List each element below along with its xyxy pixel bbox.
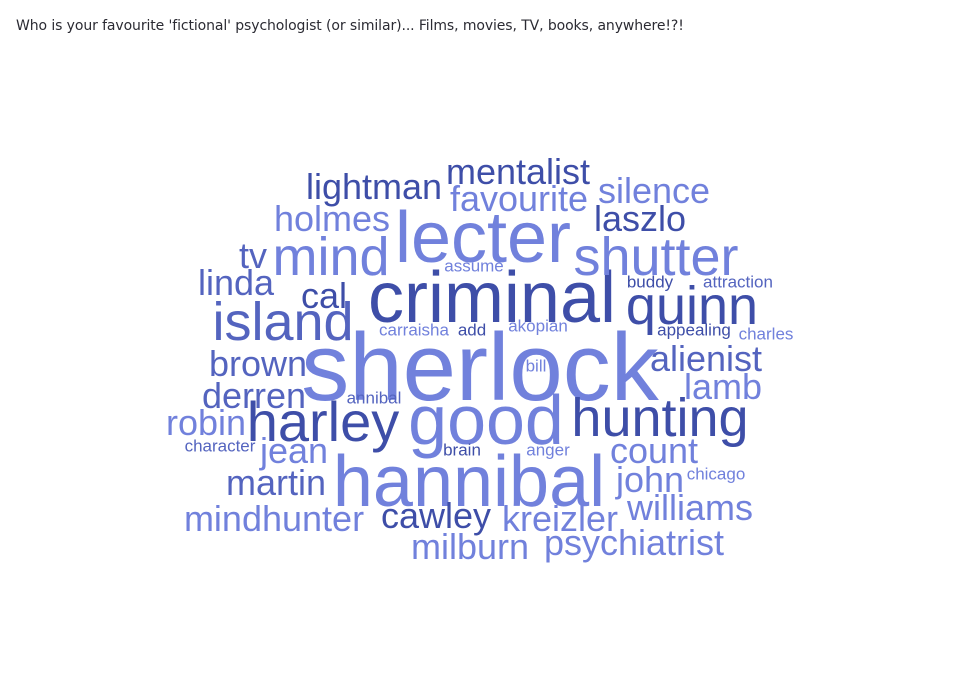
cloud-word-kreizler: kreizler xyxy=(501,498,619,539)
cloud-word-akopian: akopian xyxy=(508,316,568,336)
cloud-word-criminal: criminal xyxy=(367,258,617,338)
cloud-word-hannibal: hannibal xyxy=(332,442,606,522)
cloud-word-favourite: favourite xyxy=(449,178,589,219)
cloud-word-character: character xyxy=(184,436,256,456)
cloud-word-cal: cal xyxy=(300,275,348,316)
cloud-word-count: count xyxy=(609,430,699,471)
cloud-word-buddy: buddy xyxy=(626,272,674,292)
cloud-word-lamb: lamb xyxy=(683,366,763,407)
cloud-word-lightman: lightman xyxy=(305,166,443,207)
cloud-word-anger: anger xyxy=(526,440,570,460)
cloud-word-cawley: cawley xyxy=(380,495,492,536)
cloud-word-holmes: holmes xyxy=(273,198,391,239)
cloud-word-shutter: shutter xyxy=(573,227,739,287)
cloud-word-island: island xyxy=(212,292,354,352)
cloud-word-hunting: hunting xyxy=(571,388,749,448)
cloud-word-laszlo: laszlo xyxy=(593,198,687,239)
cloud-word-derren: derren xyxy=(201,375,307,416)
cloud-word-john: john xyxy=(615,459,685,500)
cloud-word-quinn: quinn xyxy=(625,276,759,336)
question-title: Who is your favourite 'fictional' psycho… xyxy=(16,18,684,34)
cloud-word-martin: martin xyxy=(225,462,327,503)
cloud-word-williams: williams xyxy=(627,487,753,528)
cloud-word-mentalist: mentalist xyxy=(445,151,591,192)
cloud-word-attraction: attraction xyxy=(703,272,773,292)
cloud-word-mindhunter: mindhunter xyxy=(183,498,365,539)
cloud-word-milburn: milburn xyxy=(410,526,530,567)
cloud-word-psychiatrist: psychiatrist xyxy=(543,522,725,563)
cloud-word-tv: tv xyxy=(238,235,268,276)
cloud-word-brain: brain xyxy=(443,440,481,460)
cloud-word-harley: harley xyxy=(246,390,400,453)
cloud-word-brown: brown xyxy=(208,343,308,384)
cloud-word-silence: silence xyxy=(597,170,711,211)
cloud-word-assume: assume xyxy=(444,256,504,276)
cloud-word-charles: charles xyxy=(738,324,794,344)
cloud-word-jean: jean xyxy=(259,430,329,471)
cloud-word-good: good xyxy=(408,381,564,459)
cloud-word-add: add xyxy=(457,320,487,340)
cloud-word-carraisha: carraisha xyxy=(379,320,449,340)
cloud-word-linda: linda xyxy=(197,262,275,303)
cloud-word-mind: mind xyxy=(272,227,390,287)
cloud-word-chicago: chicago xyxy=(686,464,746,484)
cloud-word-sherlock: sherlock xyxy=(301,314,659,421)
cloud-word-bill: bill xyxy=(525,356,547,376)
cloud-word-appealing: appealing xyxy=(657,320,731,340)
cloud-word-annibal: annibal xyxy=(346,388,402,408)
cloud-word-robin: robin xyxy=(165,402,247,443)
cloud-word-lecter: lecter xyxy=(394,198,572,278)
cloud-word-alienist: alienist xyxy=(649,338,763,379)
